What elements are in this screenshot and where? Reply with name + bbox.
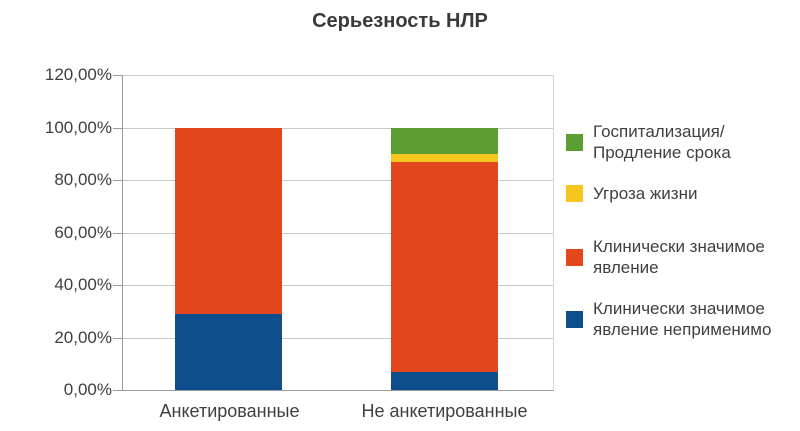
gridline — [123, 233, 553, 234]
y-tick-label: 120,00% — [44, 65, 112, 84]
bar-segment — [175, 127, 282, 314]
legend-label-line: Клинически значимое — [593, 299, 765, 318]
legend-swatch — [566, 133, 583, 151]
legend-label-line: Продление срока — [593, 143, 731, 162]
legend-item: Госпитализация/ Продление срока — [566, 121, 731, 163]
x-axis-labels: Анкетированные Не анкетированные — [122, 401, 552, 422]
y-tick-label: 80,00% — [54, 170, 112, 189]
axis-tick — [113, 285, 123, 286]
legend-label: Клинически значимое явление неприменимо — [593, 298, 771, 340]
legend-label: Клинически значимое явление — [593, 236, 765, 278]
y-tick-label: 60,00% — [54, 223, 112, 242]
gridline — [123, 180, 553, 181]
axis-tick — [113, 128, 123, 129]
axis-tick — [113, 180, 123, 181]
legend-label: Угроза жизни — [593, 183, 697, 204]
legend-label: Госпитализация/ Продление срока — [593, 121, 731, 163]
y-tick-label: 40,00% — [54, 275, 112, 294]
legend-item: Клинически значимое явление неприменимо — [566, 298, 771, 340]
legend: Госпитализация/ Продление срока Угроза ж… — [566, 0, 798, 431]
legend-label-line: явление — [593, 258, 659, 277]
legend-label-line: Клинически значимое — [593, 237, 765, 256]
axis-tick — [113, 75, 123, 76]
legend-swatch — [566, 185, 583, 202]
axis-tick — [113, 338, 123, 339]
legend-label-line: Угроза жизни — [593, 184, 698, 203]
axis-tick — [113, 233, 123, 234]
legend-swatch — [566, 310, 583, 328]
gridline — [123, 338, 553, 339]
axis-tick — [113, 390, 123, 391]
bar-segment — [391, 153, 498, 162]
y-tick-label: 0,00% — [63, 380, 112, 399]
legend-label-line: явление неприменимо — [593, 320, 772, 339]
gridline — [123, 75, 553, 76]
gridline — [123, 285, 553, 286]
plot-area — [113, 75, 554, 391]
gridline — [123, 128, 553, 129]
legend-swatch — [566, 248, 583, 266]
bar-segment — [391, 371, 498, 390]
chart-title: Серьезность НЛР — [312, 10, 488, 32]
bar — [175, 127, 282, 390]
x-tick-label: Не анкетированные — [361, 401, 528, 421]
y-axis-labels: 120,00% 100,00% 80,00% 60,00% 40,00% 20,00% 0,… — [0, 65, 112, 399]
legend-item: Угроза жизни — [566, 183, 697, 204]
bar-segment — [391, 161, 498, 372]
y-tick-label: 20,00% — [54, 328, 112, 347]
x-tick-label: Анкетированные — [159, 401, 300, 421]
y-tick-label: 100,00% — [44, 118, 112, 137]
bar-segment — [175, 313, 282, 390]
bar-segment — [391, 127, 498, 154]
bar — [391, 127, 498, 390]
legend-item: Клинически значимое явление — [566, 236, 765, 278]
legend-label-line: Госпитализация/ — [593, 122, 725, 141]
